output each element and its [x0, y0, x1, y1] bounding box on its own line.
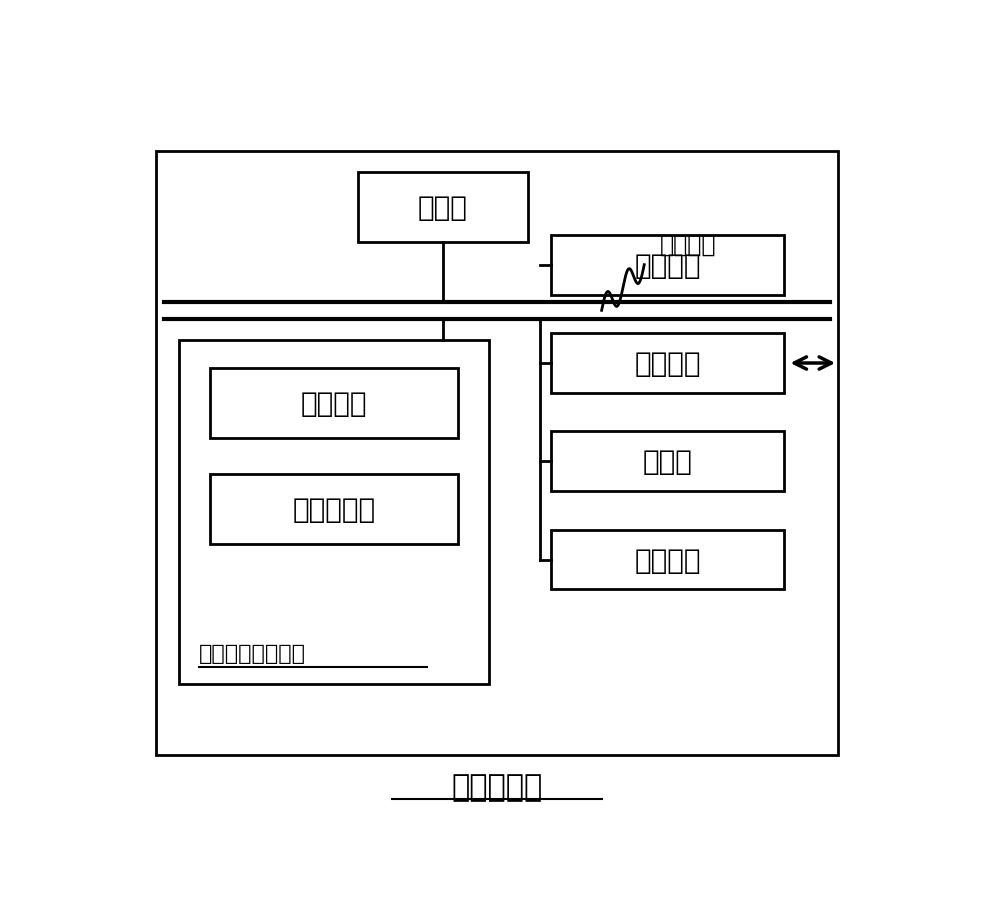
Text: 非易失性存储介质: 非易失性存储介质 — [199, 643, 306, 663]
Bar — [551, 432, 784, 492]
Text: 网络接口: 网络接口 — [634, 350, 701, 377]
Bar — [551, 333, 784, 394]
Text: 计算机设备: 计算机设备 — [451, 773, 543, 801]
Text: 输入装置: 输入装置 — [634, 546, 701, 574]
Bar — [179, 341, 489, 684]
Bar — [551, 236, 784, 295]
Text: 系统总线: 系统总线 — [660, 232, 716, 256]
Text: 处理器: 处理器 — [418, 193, 468, 221]
Text: 计算机程序: 计算机程序 — [293, 496, 376, 523]
Bar — [358, 172, 528, 242]
Text: 操作系统: 操作系统 — [301, 390, 368, 418]
Bar — [156, 151, 838, 754]
Bar — [210, 474, 458, 544]
Bar — [551, 530, 784, 589]
Text: 内存储器: 内存储器 — [634, 251, 701, 280]
Bar — [210, 369, 458, 439]
Text: 显示屏: 显示屏 — [643, 448, 692, 476]
